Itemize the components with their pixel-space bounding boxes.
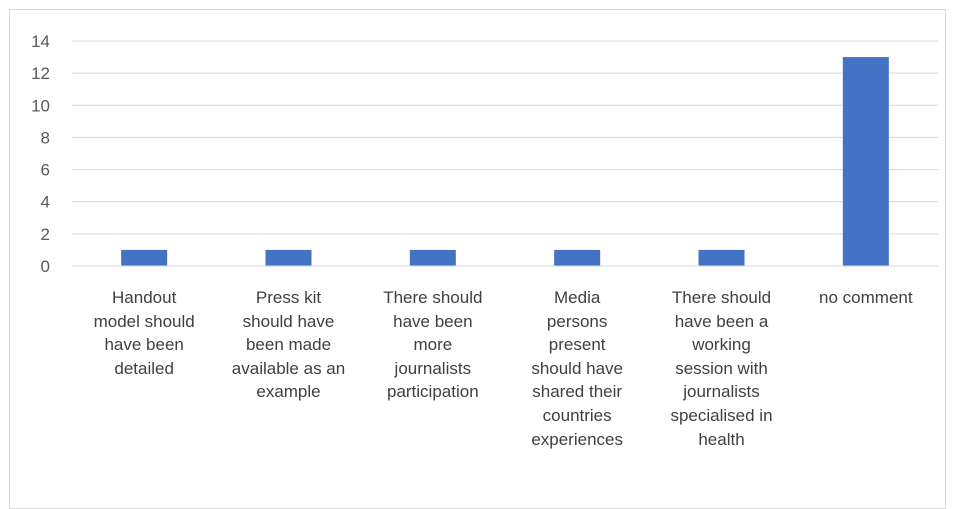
gridlines: [72, 40, 938, 235]
bar: [554, 249, 601, 266]
y-tick-label: 12: [31, 64, 50, 83]
bar: [409, 249, 456, 266]
bar: [265, 249, 312, 266]
bars: [121, 57, 889, 267]
bar: [842, 57, 889, 267]
x-category-label: Media persons present should have shared…: [531, 288, 623, 449]
bar: [698, 249, 745, 266]
x-category-label: There should have been more journalists …: [383, 288, 483, 402]
y-tick-label: 2: [41, 225, 50, 244]
x-category-label: There should have been a working session…: [670, 288, 773, 449]
y-tick-label: 4: [41, 193, 50, 212]
y-axis-tick-labels: 0 2 4 6 8 10 12 14: [31, 32, 50, 276]
x-category-label: Press kit should have been made availabl…: [231, 288, 346, 402]
bar-chart: 0 2 4 6 8 10 12 14: [31, 32, 938, 276]
y-tick-label: 6: [41, 161, 50, 180]
y-tick-label: 0: [41, 257, 50, 276]
bar: [121, 249, 168, 266]
y-tick-label: 14: [31, 32, 50, 51]
x-category-label: Handout model should have been detailed: [93, 288, 195, 378]
y-tick-label: 10: [31, 96, 50, 115]
y-tick-label: 8: [41, 128, 50, 147]
x-category-label: no comment: [819, 288, 913, 307]
